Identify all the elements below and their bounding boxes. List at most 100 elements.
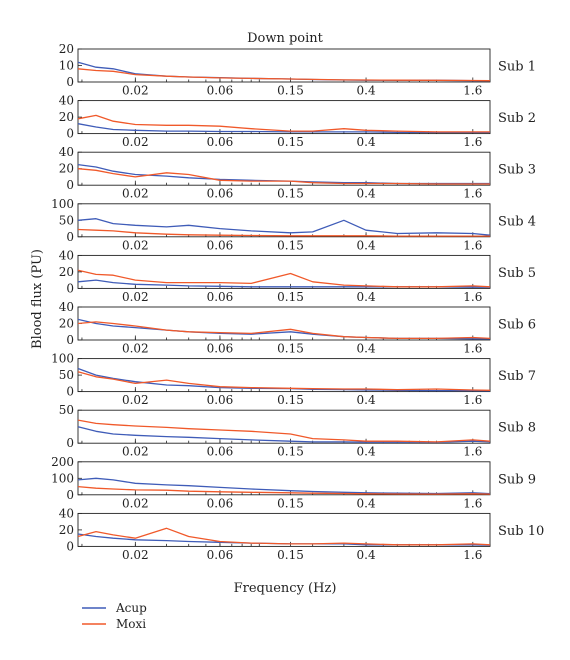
x-tick-label: 0.15 — [277, 84, 304, 98]
panel-frame — [77, 512, 491, 547]
panel-label: Sub 5 — [498, 266, 536, 281]
series-moxi-sub-10 — [77, 527, 491, 546]
y-tick-label: 10 — [59, 59, 74, 73]
y-tick-label: 0 — [66, 281, 74, 295]
panel-5: 0 20 40 0.02 0.06 0.15 0.4 1.6 Sub 5 — [59, 248, 536, 304]
series-acup-sub-4 — [77, 218, 491, 236]
series-acup-sub-9 — [77, 477, 491, 495]
panel-label: Sub 9 — [498, 472, 536, 487]
y-tick-label: 100 — [51, 471, 74, 485]
y-tick-label: 40 — [59, 506, 74, 520]
x-tick-label: 0.4 — [357, 393, 376, 407]
panel-2: 0 20 40 0.02 0.06 0.15 0.4 1.6 Sub 2 — [59, 94, 536, 150]
x-tick-label: 0.06 — [207, 393, 234, 407]
series-acup-sub-2 — [77, 123, 490, 134]
y-tick-label: 0 — [66, 230, 74, 244]
x-tick-label: 0.15 — [277, 393, 304, 407]
series-moxi-sub-9 — [77, 485, 491, 495]
x-tick-label: 0.15 — [277, 187, 304, 201]
x-tick-label: 1.6 — [463, 342, 482, 356]
series-moxi-sub-6 — [77, 321, 491, 340]
series-moxi-sub-4 — [77, 228, 490, 237]
x-tick-label: 0.02 — [122, 342, 149, 356]
panel-1: 0 10 20 0.02 0.06 0.15 0.4 1.6 Sub 1 — [59, 42, 536, 98]
x-tick-label: 0.02 — [122, 393, 149, 407]
x-tick-label: 0.4 — [357, 445, 376, 459]
panel-8: 0 50 0.02 0.06 0.15 0.4 1.6 Sub 8 — [59, 403, 536, 459]
x-tick-label: 0.06 — [207, 445, 234, 459]
x-tick-label: 0.4 — [357, 342, 376, 356]
x-tick-label: 0.02 — [122, 496, 149, 510]
x-tick-label: 0.4 — [357, 135, 376, 149]
series-acup-sub-8 — [77, 426, 491, 443]
x-tick-label: 0.02 — [122, 84, 149, 98]
x-tick-label: 0.15 — [277, 238, 304, 252]
x-tick-label: 0.06 — [207, 135, 234, 149]
x-tick-label: 0.15 — [277, 445, 304, 459]
x-tick-label: 0.4 — [357, 548, 376, 562]
x-tick-label: 0.06 — [207, 187, 234, 201]
y-tick-label: 0 — [66, 333, 74, 347]
panel-frame — [77, 100, 491, 135]
y-axis-label: Blood flux (PU) — [30, 249, 45, 349]
x-tick-label: 0.15 — [277, 548, 304, 562]
y-tick-label: 100 — [51, 197, 74, 211]
x-tick-label: 0.4 — [357, 187, 376, 201]
x-tick-label: 0.15 — [277, 342, 304, 356]
x-tick-label: 1.6 — [463, 496, 482, 510]
series-moxi-sub-3 — [77, 168, 490, 185]
series-moxi-sub-8 — [77, 419, 491, 443]
panel-label: Sub 7 — [498, 369, 536, 384]
panel-label: Sub 4 — [498, 214, 536, 229]
y-tick-label: 50 — [59, 403, 74, 417]
panel-label: Sub 1 — [498, 60, 536, 75]
panel-label: Sub 10 — [498, 524, 544, 539]
y-tick-label: 20 — [59, 265, 74, 279]
legend-label-acup: Acup — [115, 601, 147, 615]
panel-frame — [77, 306, 491, 341]
x-tick-label: 1.6 — [463, 393, 482, 407]
x-tick-label: 0.02 — [122, 135, 149, 149]
y-tick-label: 0 — [66, 436, 74, 450]
panel-9: 0 100 200 0.02 0.06 0.15 0.4 1.6 Sub 9 — [51, 455, 536, 511]
y-tick-label: 0 — [66, 75, 74, 89]
chart-title: Down point — [247, 31, 324, 46]
x-tick-label: 0.06 — [207, 290, 234, 304]
x-tick-label: 0.15 — [277, 135, 304, 149]
x-tick-label: 0.06 — [207, 342, 234, 356]
x-tick-label: 0.06 — [207, 238, 234, 252]
legend-label-moxi: Moxi — [116, 617, 146, 631]
panel-6: 0 20 40 0.02 0.06 0.15 0.4 1.6 Sub 6 — [59, 300, 536, 356]
x-tick-label: 0.06 — [207, 496, 234, 510]
panel-frame — [77, 358, 491, 393]
x-tick-label: 1.6 — [463, 238, 482, 252]
panel-10: 0 20 40 0.02 0.06 0.15 0.4 1.6 Sub 10 — [59, 506, 545, 562]
x-tick-label: 1.6 — [463, 187, 482, 201]
y-tick-label: 50 — [59, 368, 74, 382]
panel-4: 0 50 100 0.02 0.06 0.15 0.4 1.6 Sub 4 — [51, 197, 536, 253]
legend: Acup Moxi — [82, 601, 147, 631]
panel-frame — [77, 48, 491, 83]
y-tick-label: 40 — [59, 300, 74, 314]
y-tick-label: 0 — [66, 385, 74, 399]
y-tick-label: 20 — [59, 110, 74, 124]
x-tick-label: 0.02 — [122, 238, 149, 252]
x-tick-label: 1.6 — [463, 84, 482, 98]
y-tick-label: 20 — [59, 42, 74, 56]
panel-label: Sub 6 — [498, 318, 536, 333]
x-tick-label: 0.06 — [207, 84, 234, 98]
series-moxi-sub-2 — [77, 114, 490, 133]
panel-label: Sub 8 — [498, 421, 536, 436]
x-axis-label: Frequency (Hz) — [234, 581, 337, 596]
panel-7: 0 50 100 0.02 0.06 0.15 0.4 1.6 Sub 7 — [51, 352, 536, 408]
y-tick-label: 20 — [59, 162, 74, 176]
y-tick-label: 100 — [51, 352, 74, 366]
series-moxi-sub-1 — [77, 68, 491, 82]
x-tick-label: 0.15 — [277, 290, 304, 304]
y-tick-label: 200 — [51, 455, 74, 469]
panel-label: Sub 2 — [498, 111, 536, 126]
series-acup-sub-6 — [77, 318, 490, 340]
y-tick-label: 0 — [66, 178, 74, 192]
x-tick-label: 1.6 — [463, 290, 482, 304]
